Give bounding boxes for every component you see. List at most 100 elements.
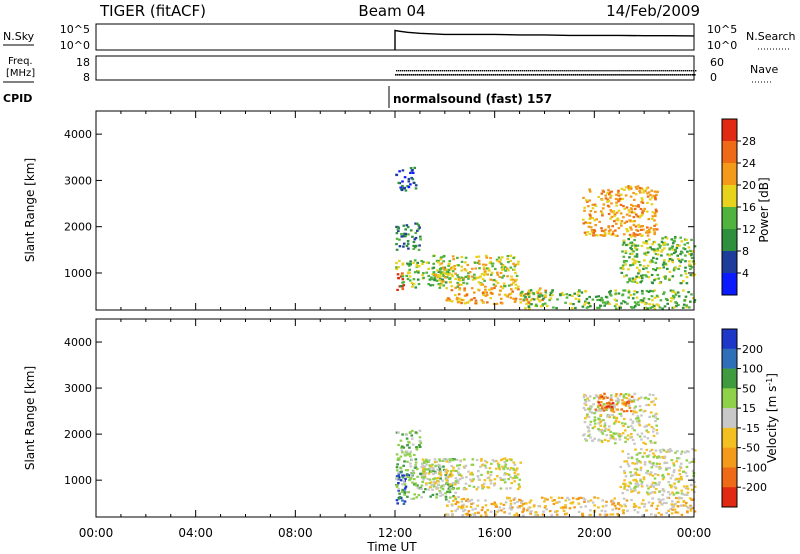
heatmap-cell	[686, 242, 689, 245]
heatmap-cell	[682, 303, 686, 306]
heatmap-cell	[406, 277, 410, 281]
heatmap-cell	[500, 459, 503, 462]
heatmap-cell	[628, 398, 631, 401]
heatmap-cell	[616, 397, 620, 400]
heatmap-cell	[408, 452, 412, 455]
heatmap-cell	[669, 507, 672, 510]
heatmap-cell	[615, 201, 618, 204]
heatmap-cell	[665, 298, 668, 301]
heatmap-cell	[611, 513, 615, 516]
heatmap-cell	[445, 299, 449, 302]
heatmap-cell	[423, 465, 427, 468]
heatmap-cell	[588, 199, 591, 202]
heatmap-cell	[501, 268, 504, 271]
heatmap-cell	[419, 441, 423, 444]
freq-dot	[614, 74, 616, 76]
heatmap-cell	[477, 281, 481, 284]
nave-dot	[657, 70, 659, 72]
heatmap-cell	[424, 468, 427, 471]
beam-label: Beam 04	[358, 2, 425, 20]
heatmap-cell	[639, 299, 643, 302]
nave-dot	[475, 70, 478, 72]
heatmap-cell	[656, 190, 659, 193]
heatmap-cell	[640, 482, 643, 486]
freq-dot	[518, 74, 521, 76]
heatmap-cell	[502, 282, 506, 285]
heatmap-cell	[604, 510, 607, 513]
freq-dot	[626, 74, 628, 76]
heatmap-cell	[671, 245, 674, 248]
heatmap-cell	[652, 256, 655, 259]
heatmap-cell	[645, 429, 648, 432]
heatmap-cell	[642, 476, 646, 479]
heatmap-cell	[603, 234, 606, 237]
heatmap-cell	[490, 262, 494, 265]
heatmap-cell	[395, 225, 398, 228]
heatmap-cell	[485, 267, 489, 270]
heatmap-cell	[520, 504, 524, 507]
heatmap-cell	[524, 307, 527, 310]
heatmap-cell	[634, 185, 638, 189]
heatmap-cell	[449, 483, 452, 486]
heatmap-cell	[627, 394, 631, 397]
heatmap-cell	[637, 491, 641, 494]
heatmap-cell	[470, 471, 473, 474]
heatmap-cell	[504, 501, 508, 504]
heatmap-cell	[466, 301, 470, 304]
heatmap-cell	[450, 266, 453, 269]
heatmap-cell	[668, 254, 671, 257]
heatmap-cell	[481, 283, 484, 286]
freq-dot	[560, 74, 563, 76]
heatmap-cell	[457, 505, 461, 508]
heatmap-cell	[612, 502, 616, 505]
heatmap-cell	[632, 250, 635, 253]
heatmap-cell	[507, 478, 510, 481]
freq-dot	[616, 74, 618, 76]
heatmap-cell	[643, 435, 646, 438]
heatmap-cell	[481, 301, 485, 304]
heatmap-cell	[511, 290, 514, 293]
heatmap-cell	[633, 220, 636, 223]
heatmap-cell	[602, 395, 606, 398]
heatmap-cell	[407, 247, 410, 250]
heatmap-cell	[432, 254, 435, 258]
heatmap-cell	[640, 244, 644, 248]
heatmap-cell	[591, 203, 595, 206]
heatmap-cell	[685, 450, 689, 453]
heatmap-cell	[506, 295, 509, 298]
heatmap-cell	[605, 402, 609, 405]
heatmap-cell	[593, 234, 597, 237]
heatmap-cell	[646, 192, 649, 195]
heatmap-cell	[491, 265, 494, 268]
heatmap-cell	[640, 201, 643, 204]
heatmap-cell	[672, 503, 676, 506]
heatmap-cell	[683, 243, 687, 246]
freq-dot	[672, 74, 674, 76]
heatmap-cell	[622, 216, 625, 219]
heatmap-cell	[396, 288, 399, 291]
heatmap-cell	[495, 459, 498, 463]
heatmap-cell	[453, 458, 456, 461]
time-axis-title: Time UT	[366, 540, 417, 554]
heatmap-cell	[602, 190, 605, 193]
heatmap-cell	[653, 248, 656, 251]
nave-dot	[431, 70, 434, 72]
heatmap-cell	[573, 506, 576, 509]
heatmap-cell	[621, 266, 624, 269]
heatmap-cell	[404, 235, 407, 238]
nave-dot	[447, 70, 450, 72]
heatmap-cell	[650, 400, 653, 404]
heatmap-cell	[516, 506, 520, 509]
heatmap-cell	[654, 196, 657, 200]
heatmap-cell	[468, 484, 471, 487]
heatmap-cell	[684, 471, 688, 474]
heatmap-cell	[463, 458, 466, 461]
heatmap-cell	[659, 244, 662, 248]
heatmap-cell	[486, 301, 489, 304]
heatmap-cell	[403, 490, 406, 493]
colorbar-segment	[722, 329, 737, 350]
heatmap-cell	[599, 304, 602, 307]
heatmap-cell	[624, 505, 627, 508]
nave-dot	[561, 70, 563, 72]
heatmap-cell	[411, 178, 415, 181]
